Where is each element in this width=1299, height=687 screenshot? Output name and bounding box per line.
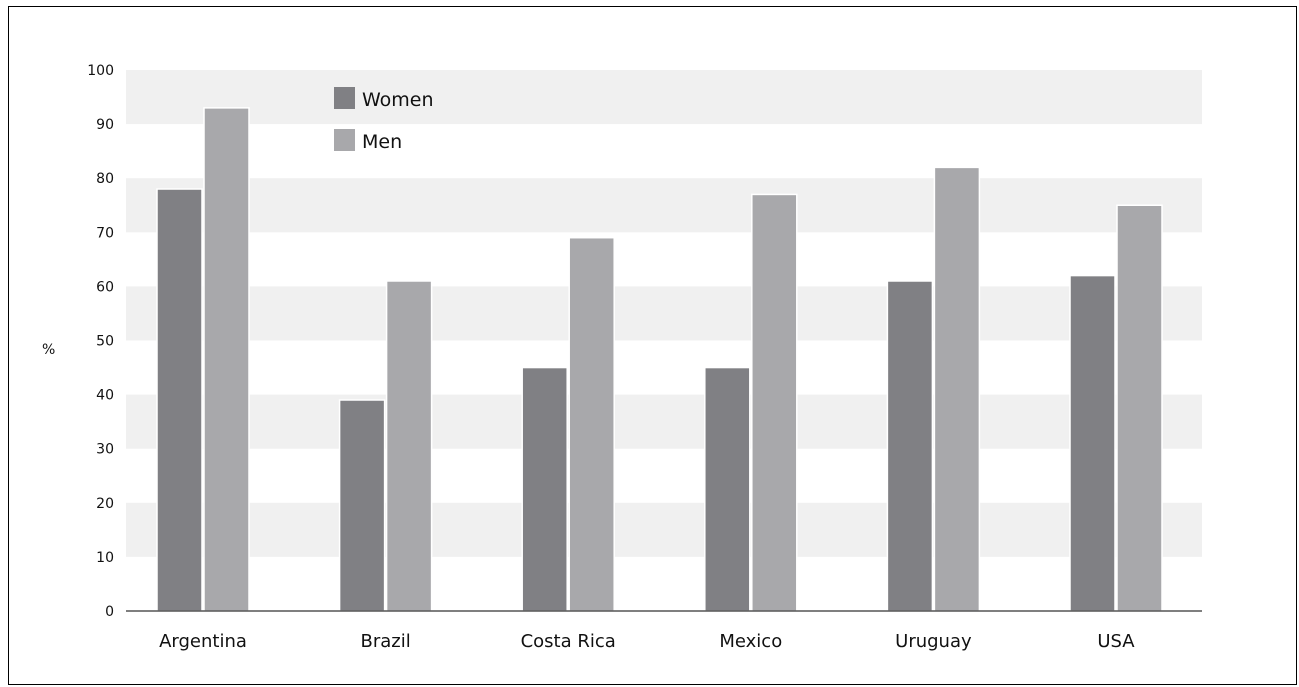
grid-band — [126, 178, 1202, 233]
y-tick-label: 10 — [96, 550, 114, 566]
grid-bands — [126, 70, 1202, 557]
y-tick-label: 0 — [105, 604, 114, 620]
bar-men-mexico — [751, 193, 798, 612]
x-category-label: Mexico — [719, 631, 782, 652]
bar-men-costa-rica — [568, 236, 615, 612]
bar-women-usa — [1069, 274, 1116, 612]
y-tick-label: 90 — [96, 117, 114, 133]
y-tick-label: 20 — [96, 496, 114, 512]
bar-chart: 0 10 20 30 40 50 60 70 80 90 100 Argentina Brazil Co… — [42, 63, 1202, 652]
bar-women-argentina — [156, 188, 203, 612]
bar-women-costa-rica — [521, 366, 568, 612]
x-category-label: Costa Rica — [521, 631, 616, 652]
y-axis-label: % — [42, 342, 55, 358]
legend: Women Men — [334, 87, 434, 153]
bars-group — [156, 107, 1163, 612]
y-tick-label: 50 — [96, 334, 114, 350]
bar-women-brazil — [338, 399, 386, 612]
chart-frame: 0 10 20 30 40 50 60 70 80 90 100 Argentina Brazil Co… — [8, 6, 1297, 685]
bar-men-argentina — [203, 107, 250, 612]
x-category-label: Brazil — [360, 631, 410, 652]
y-tick-label: 70 — [96, 225, 114, 241]
y-tick-label: 80 — [96, 171, 114, 187]
legend-label-women: Women — [362, 89, 434, 111]
grid-band — [126, 394, 1202, 449]
x-category-label: Uruguay — [895, 631, 972, 652]
bar-men-usa — [1116, 204, 1163, 612]
y-tick-labels: 0 10 20 30 40 50 60 70 80 90 100 — [87, 63, 114, 620]
y-tick-label: 40 — [96, 388, 114, 404]
y-tick-label: 100 — [87, 63, 114, 79]
grid-band — [126, 286, 1202, 341]
bar-women-uruguay — [886, 280, 934, 612]
grid-band — [126, 502, 1202, 557]
bar-men-uruguay — [933, 166, 981, 612]
x-category-label: Argentina — [159, 631, 247, 652]
bar-women-mexico — [704, 366, 751, 612]
x-category-labels: Argentina Brazil Costa Rica Mexico Uruguay US… — [159, 631, 1135, 652]
legend-swatch-women — [334, 87, 355, 109]
x-category-label: USA — [1097, 631, 1135, 652]
y-tick-label: 60 — [96, 279, 114, 295]
bar-men-brazil — [385, 280, 433, 612]
legend-swatch-men — [334, 129, 355, 151]
grid-band — [126, 70, 1202, 125]
y-tick-label: 30 — [96, 442, 114, 458]
legend-label-men: Men — [362, 131, 402, 153]
